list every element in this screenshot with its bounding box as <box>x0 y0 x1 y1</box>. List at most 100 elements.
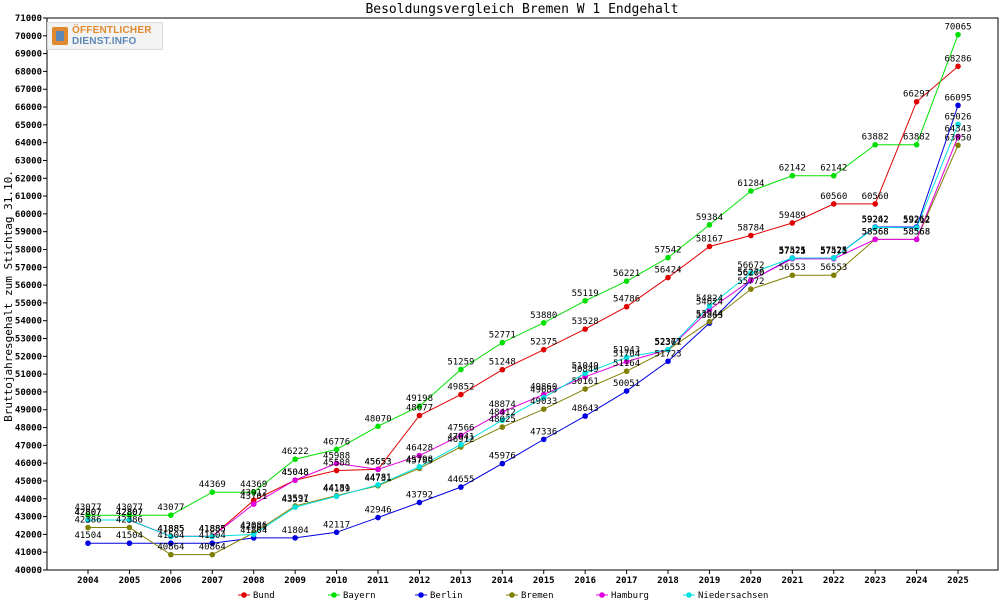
data-label: 57525 <box>820 246 847 256</box>
data-label: 48412 <box>489 408 516 418</box>
data-label: 48874 <box>489 400 516 410</box>
logo-text-line1: ÖFFENTLICHER <box>72 25 152 36</box>
data-point <box>872 224 878 231</box>
data-label: 47041 <box>447 433 474 443</box>
series-line <box>88 136 959 537</box>
data-label: 62142 <box>820 164 847 174</box>
data-label: 56553 <box>820 263 847 273</box>
data-point <box>416 412 423 419</box>
data-point <box>665 274 671 281</box>
data-point <box>955 63 961 70</box>
data-point <box>955 133 961 140</box>
legend-marker <box>241 592 247 598</box>
legend-item: Niedersachsen <box>683 591 768 600</box>
data-label: 59384 <box>696 213 723 223</box>
data-label: 57475 <box>820 247 847 257</box>
data-point <box>623 278 630 284</box>
data-label: 54786 <box>613 295 640 305</box>
data-label: 44655 <box>447 475 474 485</box>
x-tick-label: 2004 <box>77 576 99 586</box>
data-point <box>748 188 754 194</box>
data-label: 47336 <box>530 427 557 437</box>
data-point <box>126 517 133 523</box>
data-point <box>789 172 796 179</box>
data-point <box>85 517 91 523</box>
data-label: 52771 <box>489 331 516 341</box>
y-axis-ticks: 40000 41000 42000 43000 44000 45000 46000 47000… <box>15 14 47 576</box>
y-tick-label: 71000 <box>15 14 42 24</box>
y-tick-label: 41000 <box>15 548 42 558</box>
data-label: 53863 <box>696 311 723 321</box>
data-point <box>955 102 961 109</box>
data-point <box>499 460 506 467</box>
data-point <box>789 255 796 261</box>
data-point <box>416 452 423 459</box>
data-label: 51049 <box>572 361 599 371</box>
y-tick-label: 66000 <box>15 103 42 113</box>
data-label: 43077 <box>116 503 143 513</box>
data-label: 57521 <box>820 246 847 256</box>
series-line <box>88 124 959 537</box>
x-tick-label: 2013 <box>450 576 472 586</box>
data-label: 59262 <box>862 215 889 225</box>
x-tick-label: 2018 <box>657 576 679 586</box>
y-tick-label: 64000 <box>15 139 42 149</box>
data-label: 41885 <box>199 524 226 534</box>
y-tick-label: 43000 <box>15 513 42 523</box>
x-tick-label: 2022 <box>823 576 845 586</box>
data-label: 53528 <box>572 317 599 327</box>
data-point <box>748 270 754 276</box>
data-label: 46776 <box>323 437 350 447</box>
data-label: 43077 <box>157 503 184 513</box>
data-label: 44731 <box>364 474 391 484</box>
y-tick-label: 54000 <box>15 317 42 327</box>
data-label: 58568 <box>862 227 889 237</box>
x-tick-label: 2024 <box>906 576 928 586</box>
legend-marker <box>331 592 337 598</box>
x-axis-ticks: 2004 2005 2006 2007 2008 2009 2010 2011 2012 2013… <box>77 570 969 586</box>
y-tick-label: 62000 <box>15 174 42 184</box>
data-label: 43701 <box>240 492 267 502</box>
data-point <box>913 225 920 231</box>
y-tick-label: 68000 <box>15 67 42 77</box>
x-tick-label: 2010 <box>326 576 348 586</box>
data-label: 45709 <box>406 456 433 466</box>
data-point <box>499 366 506 373</box>
data-point <box>623 368 630 375</box>
data-label: 64343 <box>944 125 971 135</box>
data-label: 41804 <box>240 526 267 536</box>
data-label: 49198 <box>406 394 433 404</box>
data-point <box>85 540 91 547</box>
data-label: 41885 <box>199 524 226 534</box>
data-label: 46222 <box>282 447 309 457</box>
data-label: 58568 <box>903 227 930 237</box>
data-label: 57521 <box>779 246 806 256</box>
data-label: 44139 <box>323 484 350 494</box>
series-layer <box>85 31 961 558</box>
x-tick-label: 2021 <box>781 576 803 586</box>
data-label: 46912 <box>447 435 474 445</box>
y-tick-label: 42000 <box>15 530 42 540</box>
data-label: 44369 <box>240 480 267 490</box>
data-point <box>126 524 133 531</box>
data-labels-layer: 42807 42807 41885 41885 43912 45048 45588 45653… <box>74 23 971 553</box>
data-point <box>955 142 961 149</box>
data-point <box>292 456 298 463</box>
data-label: 49683 <box>530 386 557 396</box>
data-label: 63882 <box>903 133 930 143</box>
logo-text-line2: DIENST.INFO <box>72 36 137 47</box>
data-label: 50849 <box>572 365 599 375</box>
data-label: 41885 <box>199 524 226 534</box>
y-tick-label: 61000 <box>15 192 42 202</box>
data-point <box>85 512 91 519</box>
y-tick-label: 53000 <box>15 335 42 345</box>
x-tick-label: 2017 <box>616 576 638 586</box>
data-point <box>540 320 547 326</box>
data-label: 51248 <box>489 358 516 368</box>
x-tick-label: 2008 <box>243 576 265 586</box>
data-point <box>168 512 174 519</box>
data-point <box>623 303 630 310</box>
data-label: 41885 <box>157 524 184 534</box>
series-niedersachsen <box>85 121 961 540</box>
x-tick-label: 2014 <box>491 576 513 586</box>
